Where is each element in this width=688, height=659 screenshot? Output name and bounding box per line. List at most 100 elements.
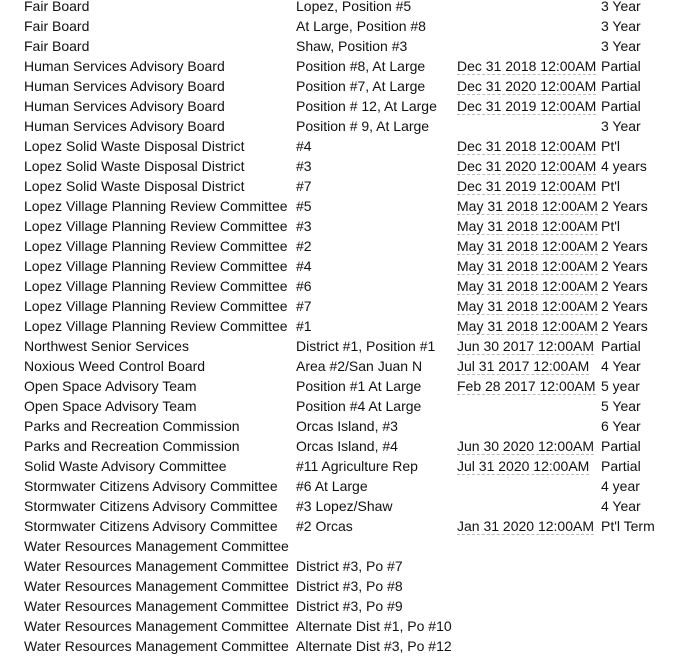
- table-row: Lopez Solid Waste Disposal District #7 Dec…: [0, 176, 688, 196]
- board-name-cell: Human Services Advisory Board: [24, 56, 225, 76]
- term-length: 2 Years: [601, 318, 648, 334]
- term-length-cell: 2 Years: [601, 236, 648, 256]
- table-row: Lopez Solid Waste Disposal District #3 Dec…: [0, 156, 688, 176]
- position-name-cell: Position #7, At Large: [296, 76, 425, 96]
- board-name: Lopez Village Planning Review Committee: [24, 218, 288, 234]
- term-length-cell: 4 year: [601, 476, 640, 496]
- position-name: #7: [296, 298, 312, 314]
- position-name-cell: Orcas Island, #4: [296, 436, 398, 456]
- board-name: Lopez Village Planning Review Committee: [24, 198, 288, 214]
- term-expires: Jul 31 2017 12:00AM: [457, 358, 590, 375]
- board-name: Water Resources Management Committee: [24, 638, 289, 654]
- position-name: Position #1 At Large: [296, 378, 422, 394]
- term-expires-cell: May 31 2018 12:00AM: [457, 196, 598, 216]
- position-name: District #1, Position #1: [296, 338, 436, 354]
- board-name: Water Resources Management Committee: [24, 558, 289, 574]
- position-name-cell: #11 Agriculture Rep: [296, 456, 418, 476]
- position-name: District #3, Po #9: [296, 598, 403, 614]
- board-name-cell: Lopez Village Planning Review Committee: [24, 256, 288, 276]
- term-length: 2 Years: [601, 238, 648, 254]
- term-length-cell: Partial: [601, 56, 641, 76]
- term-length-cell: 4 years: [601, 156, 647, 176]
- term-length: Partial: [601, 338, 641, 354]
- term-expires: May 31 2018 12:00AM: [457, 318, 598, 335]
- term-expires-cell: Dec 31 2018 12:00AM: [457, 56, 597, 76]
- board-name-cell: Lopez Village Planning Review Committee: [24, 296, 288, 316]
- term-length-cell: Pt'l: [601, 136, 620, 156]
- board-name: Lopez Village Planning Review Committee: [24, 238, 288, 254]
- board-name-cell: Parks and Recreation Commission: [24, 436, 240, 456]
- term-expires: Jan 31 2020 12:00AM: [457, 518, 594, 535]
- board-name-cell: Lopez Solid Waste Disposal District: [24, 136, 244, 156]
- position-name: Position #4 At Large: [296, 398, 422, 414]
- position-name-cell: #6 At Large: [296, 476, 368, 496]
- board-name-cell: Water Resources Management Committee: [24, 556, 289, 576]
- term-length: 3 Year: [601, 38, 641, 54]
- term-length: Pt'l Term: [601, 518, 655, 534]
- term-expires: Dec 31 2018 12:00AM: [457, 58, 597, 75]
- term-expires-cell: Dec 31 2019 12:00AM: [457, 96, 597, 116]
- board-name: Water Resources Management Committee: [24, 598, 289, 614]
- position-name-cell: #7: [296, 176, 312, 196]
- term-length-cell: 3 Year: [601, 16, 641, 36]
- term-length: 3 Year: [601, 18, 641, 34]
- board-name-cell: Lopez Village Planning Review Committee: [24, 216, 288, 236]
- term-length: Partial: [601, 78, 641, 94]
- term-length: 2 Years: [601, 298, 648, 314]
- term-length: 3 Year: [601, 118, 641, 134]
- table-row: Human Services Advisory Board Position #8…: [0, 56, 688, 76]
- board-name-cell: Northwest Senior Services: [24, 336, 189, 356]
- position-name: Orcas Island, #4: [296, 438, 398, 454]
- position-name-cell: Alternate Dist #3, Po #12: [296, 636, 452, 656]
- board-name: Fair Board: [24, 18, 90, 34]
- term-expires-cell: May 31 2018 12:00AM: [457, 316, 598, 336]
- position-name: #1: [296, 318, 312, 334]
- term-length-cell: 2 Years: [601, 196, 648, 216]
- board-name-cell: Fair Board: [24, 0, 89, 16]
- term-expires: Dec 31 2018 12:00AM: [457, 138, 597, 155]
- board-name-cell: Stormwater Citizens Advisory Committee: [24, 516, 278, 536]
- board-name-cell: Water Resources Management Committee: [24, 596, 289, 616]
- term-length-cell: Partial: [601, 76, 641, 96]
- board-name: Stormwater Citizens Advisory Committee: [24, 478, 278, 494]
- table-row: Human Services Advisory Board Position # …: [0, 116, 688, 136]
- term-length-cell: 4 Year: [601, 356, 641, 376]
- term-length-cell: 3 Year: [601, 36, 641, 56]
- term-expires-cell: Jun 30 2020 12:00AM: [457, 436, 594, 456]
- board-name-cell: Stormwater Citizens Advisory Committee: [24, 496, 278, 516]
- board-name-cell: Fair Board: [24, 16, 89, 36]
- term-length-cell: Pt'l Term: [601, 516, 655, 536]
- position-name: #6 At Large: [296, 478, 368, 494]
- position-name-cell: Lopez, Position #5: [296, 0, 411, 16]
- position-name-cell: Orcas Island, #3: [296, 416, 398, 436]
- term-length-cell: 2 Years: [601, 296, 648, 316]
- term-expires: May 31 2018 12:00AM: [457, 218, 598, 235]
- term-length-cell: 3 Year: [601, 0, 641, 16]
- term-length-cell: Partial: [601, 96, 641, 116]
- term-expires-cell: Feb 28 2017 12:00AM: [457, 376, 596, 396]
- board-name: Lopez Village Planning Review Committee: [24, 318, 288, 334]
- table-row: Lopez Village Planning Review Committee #…: [0, 236, 688, 256]
- board-name-cell: Lopez Solid Waste Disposal District: [24, 176, 244, 196]
- board-name-cell: Parks and Recreation Commission: [24, 416, 240, 436]
- term-expires: May 31 2018 12:00AM: [457, 298, 598, 315]
- board-name: Human Services Advisory Board: [24, 58, 225, 74]
- board-name-cell: Water Resources Management Committee: [24, 636, 289, 656]
- position-name-cell: Position # 9, At Large: [296, 116, 429, 136]
- table-row: Fair Board Lopez, Position #5 3 Year: [0, 0, 688, 16]
- term-length: 6 Year: [601, 418, 641, 434]
- position-name: #4: [296, 258, 312, 274]
- term-length-cell: 6 Year: [601, 416, 641, 436]
- table-row: Lopez Village Planning Review Committee #…: [0, 316, 688, 336]
- term-length-cell: 5 year: [601, 376, 640, 396]
- position-name-cell: #7: [296, 296, 312, 316]
- position-name: Position # 9, At Large: [296, 118, 430, 134]
- term-expires-cell: Dec 31 2018 12:00AM: [457, 136, 597, 156]
- term-length: 2 Years: [601, 278, 648, 294]
- board-name: Human Services Advisory Board: [24, 98, 225, 114]
- board-name: Lopez Solid Waste Disposal District: [24, 138, 245, 154]
- board-name-cell: Open Space Advisory Team: [24, 396, 197, 416]
- position-name: Position #8, At Large: [296, 58, 426, 74]
- table-row: Lopez Village Planning Review Committee #…: [0, 276, 688, 296]
- position-name-cell: #3: [296, 156, 312, 176]
